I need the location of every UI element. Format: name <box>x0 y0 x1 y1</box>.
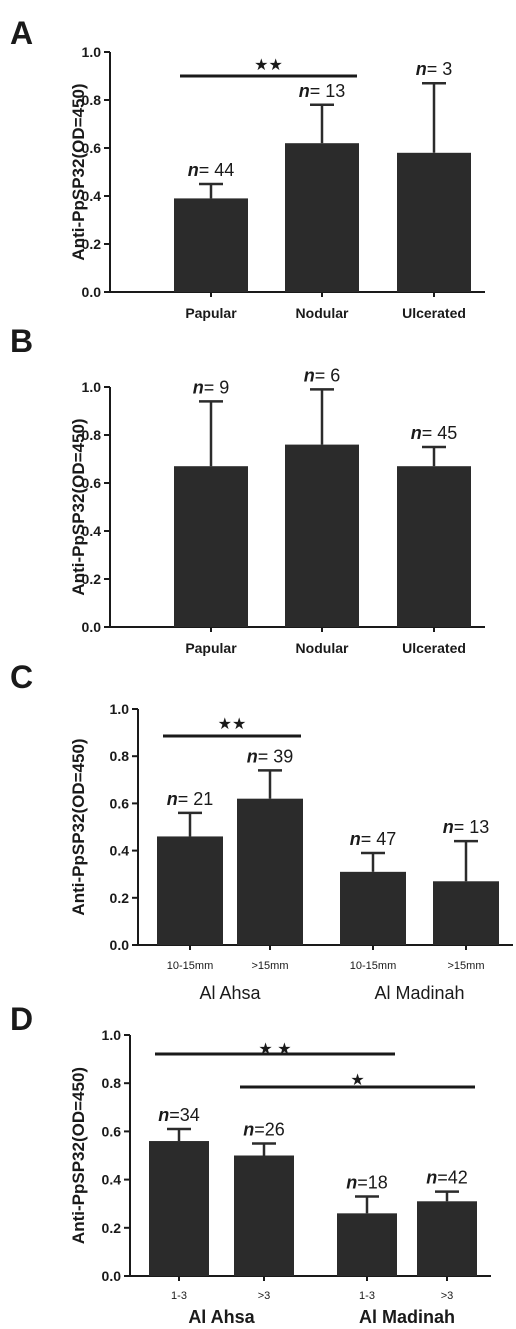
y-tick-label: 0.4 <box>82 523 102 539</box>
bar <box>337 1213 397 1276</box>
y-tick-label: 0.2 <box>102 1220 122 1236</box>
x-tick-label: >3 <box>258 1290 271 1302</box>
bar <box>285 143 359 292</box>
n-label: n= 9 <box>193 377 230 397</box>
x-tick-label: 10-15mm <box>350 960 396 972</box>
y-tick-label: 0.4 <box>102 1172 122 1188</box>
bar <box>397 152 471 292</box>
panel-d: D Anti-PpSP32(OD=450) 0.0 0.2 0.4 0.6 0.8 1.0 n=… <box>10 1001 491 1327</box>
y-tick-label: 0.8 <box>110 748 130 764</box>
y-tick-label: 0.6 <box>82 475 102 491</box>
panel-label: D <box>10 1001 33 1037</box>
n-label: n=42 <box>426 1168 468 1188</box>
x-tick-label: 10-15mm <box>167 960 213 972</box>
y-tick-label: 0.0 <box>102 1268 122 1284</box>
y-axis-label: Anti-PpSP32(OD=450) <box>69 83 88 260</box>
bar <box>234 1155 294 1276</box>
y-tick-label: 1.0 <box>82 44 102 60</box>
bar <box>417 1201 477 1276</box>
n-label: n= 47 <box>350 829 397 849</box>
panel-b: B Anti-PpSP32(OD=450) 0.0 0.2 0.4 0.6 0.8 1.0 n=… <box>10 323 485 656</box>
significance-stars: ★ <box>350 1072 364 1089</box>
y-tick-label: 0.6 <box>102 1123 122 1139</box>
bar <box>397 466 471 627</box>
y-tick-label: 0.0 <box>82 619 102 635</box>
y-axis-label: Anti-PpSP32(OD=450) <box>69 1067 88 1244</box>
panel-a: A Anti-PpSP32(OD=450) 0.0 0.2 0.4 0.6 0.8 1.0 n=… <box>10 15 485 321</box>
y-tick-label: 0.4 <box>82 188 102 204</box>
n-label: n= 13 <box>443 817 490 837</box>
bar <box>174 198 248 292</box>
n-label: n= 44 <box>188 160 235 180</box>
panel-label: A <box>10 15 33 51</box>
x-tick-label: 1-3 <box>359 1290 375 1302</box>
y-tick-label: 0.6 <box>82 140 102 156</box>
y-tick-label: 0.8 <box>102 1075 122 1091</box>
y-tick-label: 0.4 <box>110 843 130 859</box>
bar <box>285 444 359 627</box>
panel-c: C Anti-PpSP32(OD=450) 0.0 0.2 0.4 0.6 0.8 1.0 n=… <box>10 659 513 1003</box>
bar <box>340 871 406 945</box>
n-label: n= 39 <box>247 746 294 766</box>
bar <box>157 836 223 945</box>
y-tick-label: 0.2 <box>110 890 130 906</box>
n-label: n= 6 <box>304 365 341 385</box>
y-tick-label: 0.2 <box>82 571 102 587</box>
bar <box>433 881 499 945</box>
x-tick-label: 1-3 <box>171 1290 187 1302</box>
significance-stars: ★★ <box>218 716 247 733</box>
y-tick-label: 1.0 <box>82 379 102 395</box>
panel-label: C <box>10 659 33 695</box>
x-tick-label: Papular <box>185 305 237 321</box>
bar <box>149 1141 209 1276</box>
panel-label: B <box>10 323 33 359</box>
n-label: n= 3 <box>416 59 453 79</box>
significance-stars: ★★ <box>254 57 283 74</box>
group-label: Al Madinah <box>374 983 464 1003</box>
y-tick-label: 1.0 <box>110 701 130 717</box>
y-tick-label: 0.6 <box>110 795 130 811</box>
x-tick-label: >15mm <box>252 960 289 972</box>
x-tick-label: Ulcerated <box>402 305 466 321</box>
y-tick-label: 0.0 <box>82 284 102 300</box>
n-label: n=34 <box>158 1105 200 1125</box>
group-label: Al Ahsa <box>199 983 261 1003</box>
significance-stars: ★ ★ <box>258 1041 291 1058</box>
bar <box>237 798 303 945</box>
n-label: n=18 <box>346 1172 388 1192</box>
x-tick-label: Ulcerated <box>402 640 466 656</box>
y-tick-label: 0.8 <box>82 427 102 443</box>
n-label: n= 13 <box>299 81 346 101</box>
group-label: Al Ahsa <box>188 1307 255 1327</box>
x-tick-label: Nodular <box>296 640 349 656</box>
y-tick-label: 0.2 <box>82 236 102 252</box>
x-tick-label: >3 <box>441 1290 454 1302</box>
y-tick-label: 1.0 <box>102 1027 122 1043</box>
x-tick-label: Papular <box>185 640 237 656</box>
n-label: n=26 <box>243 1119 285 1139</box>
x-tick-label: Nodular <box>296 305 349 321</box>
y-axis-label: Anti-PpSP32(OD=450) <box>69 418 88 595</box>
x-tick-label: >15mm <box>448 960 485 972</box>
n-label: n= 21 <box>167 789 214 809</box>
group-label: Al Madinah <box>359 1307 455 1327</box>
y-axis-label: Anti-PpSP32(OD=450) <box>69 738 88 915</box>
bar <box>174 466 248 627</box>
n-label: n= 45 <box>411 423 458 443</box>
y-tick-label: 0.0 <box>110 937 130 953</box>
y-tick-label: 0.8 <box>82 92 102 108</box>
